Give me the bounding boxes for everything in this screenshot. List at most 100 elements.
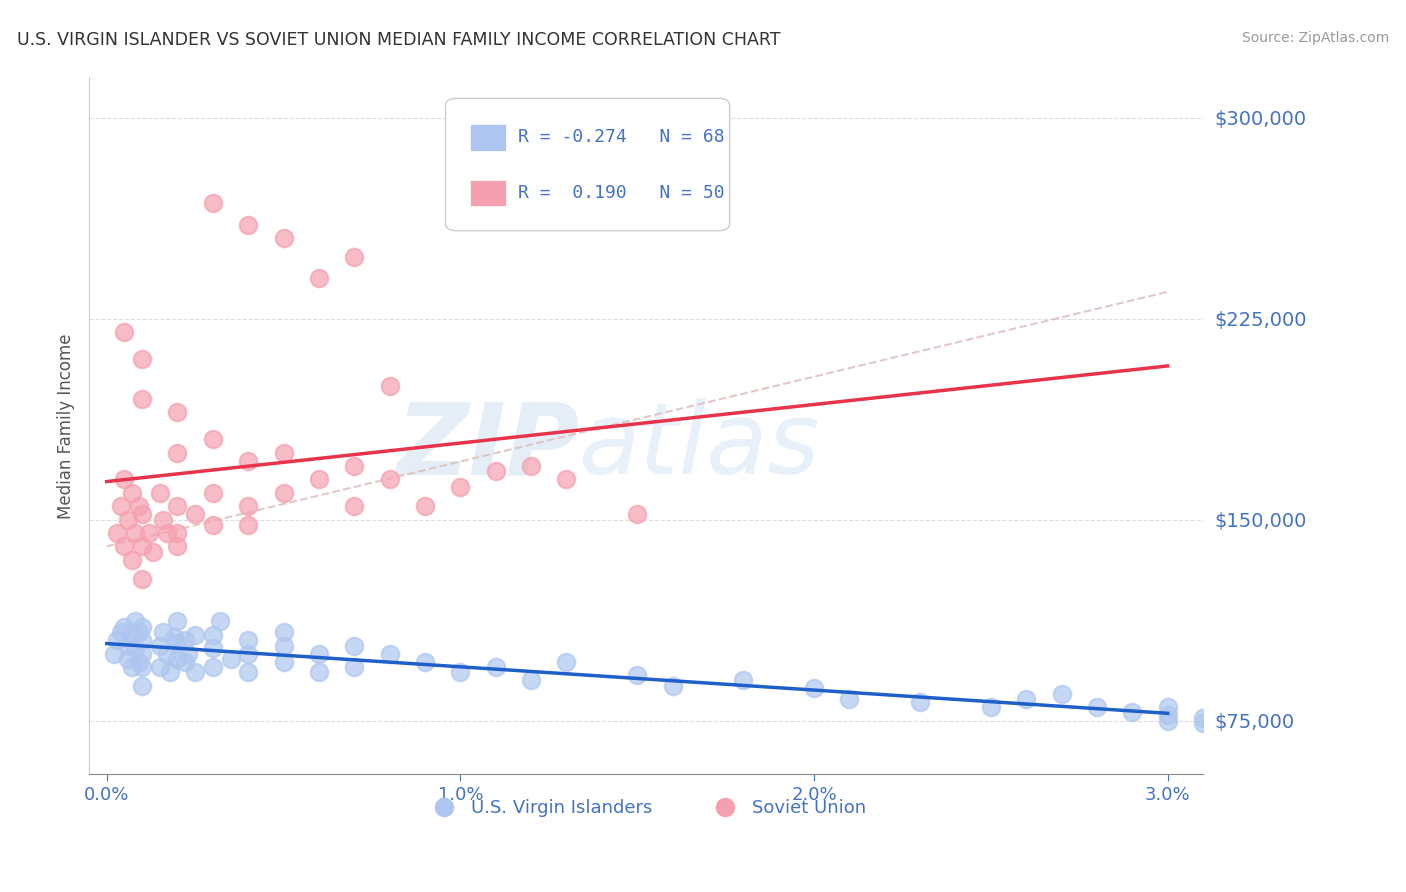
FancyBboxPatch shape: [446, 98, 730, 231]
Point: [131, 572, 153, 586]
Point: [149, 660, 172, 674]
Point: [121, 553, 143, 567]
Point: [105, 633, 128, 648]
Point: [449, 665, 471, 680]
Text: R = -0.274   N = 68: R = -0.274 N = 68: [517, 128, 724, 146]
Point: [121, 485, 143, 500]
Bar: [470, 180, 506, 206]
Point: [1121, 706, 1143, 720]
Point: [238, 647, 260, 661]
Point: [201, 660, 224, 674]
Text: U.S. VIRGIN ISLANDER VS SOVIET UNION MEDIAN FAMILY INCOME CORRELATION CHART: U.S. VIRGIN ISLANDER VS SOVIET UNION MED…: [17, 31, 780, 49]
Point: [1085, 700, 1108, 714]
Point: [184, 507, 207, 521]
Point: [273, 655, 295, 669]
Point: [838, 692, 860, 706]
Point: [520, 458, 543, 473]
Point: [166, 636, 188, 650]
Point: [117, 639, 139, 653]
Point: [238, 453, 260, 467]
Point: [131, 633, 153, 648]
Point: [114, 325, 136, 339]
Point: [378, 472, 401, 486]
Point: [131, 679, 153, 693]
Point: [273, 445, 295, 459]
Point: [128, 499, 150, 513]
Point: [555, 655, 578, 669]
Point: [661, 679, 683, 693]
Point: [184, 628, 207, 642]
Point: [273, 485, 295, 500]
Point: [733, 673, 755, 688]
Point: [803, 681, 825, 696]
Point: [626, 668, 648, 682]
Point: [166, 540, 188, 554]
Point: [117, 512, 139, 526]
Point: [156, 647, 179, 661]
Point: [1156, 708, 1178, 723]
Point: [152, 512, 174, 526]
Point: [238, 633, 260, 648]
Point: [114, 540, 136, 554]
Point: [980, 700, 1002, 714]
Point: [149, 639, 172, 653]
Point: [114, 472, 136, 486]
Point: [131, 647, 153, 661]
Point: [1015, 692, 1038, 706]
Point: [413, 655, 436, 669]
Point: [238, 499, 260, 513]
Point: [201, 517, 224, 532]
Point: [308, 665, 330, 680]
Point: [166, 499, 188, 513]
Bar: [470, 124, 506, 151]
Point: [208, 615, 231, 629]
Point: [485, 660, 508, 674]
Point: [131, 507, 153, 521]
Point: [378, 647, 401, 661]
Point: [110, 499, 132, 513]
Point: [308, 271, 330, 285]
Point: [128, 655, 150, 669]
Point: [128, 625, 150, 640]
Point: [413, 499, 436, 513]
Point: [149, 485, 172, 500]
Point: [117, 652, 139, 666]
Point: [343, 458, 366, 473]
Point: [201, 628, 224, 642]
Point: [121, 628, 143, 642]
Point: [1050, 687, 1073, 701]
Point: [1192, 711, 1215, 725]
Point: [485, 464, 508, 478]
Point: [273, 231, 295, 245]
Point: [1192, 716, 1215, 731]
Point: [152, 625, 174, 640]
Point: [201, 485, 224, 500]
Text: R =  0.190   N = 50: R = 0.190 N = 50: [517, 184, 724, 202]
Point: [1156, 700, 1178, 714]
Point: [131, 351, 153, 366]
Point: [343, 660, 366, 674]
Point: [378, 378, 401, 392]
Point: [166, 652, 188, 666]
Point: [908, 695, 931, 709]
Point: [121, 660, 143, 674]
Text: atlas: atlas: [579, 398, 821, 495]
Point: [201, 196, 224, 211]
Point: [184, 665, 207, 680]
Point: [343, 250, 366, 264]
Point: [166, 445, 188, 459]
Point: [166, 525, 188, 540]
Point: [273, 625, 295, 640]
Point: [1156, 714, 1178, 728]
Point: [131, 392, 153, 406]
Point: [201, 641, 224, 656]
Legend: U.S. Virgin Islanders, Soviet Union: U.S. Virgin Islanders, Soviet Union: [419, 792, 873, 824]
Y-axis label: Median Family Income: Median Family Income: [58, 333, 75, 518]
Text: Source: ZipAtlas.com: Source: ZipAtlas.com: [1241, 31, 1389, 45]
Point: [238, 517, 260, 532]
Point: [626, 507, 648, 521]
Point: [163, 631, 186, 645]
Point: [131, 620, 153, 634]
Point: [103, 647, 125, 661]
Point: [308, 472, 330, 486]
